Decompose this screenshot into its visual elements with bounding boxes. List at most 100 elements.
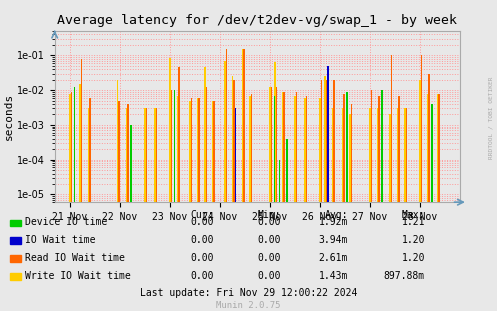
- Bar: [321, 80, 322, 202]
- Text: Read IO Wait time: Read IO Wait time: [25, 253, 125, 263]
- Bar: [204, 67, 206, 202]
- Bar: [306, 95, 307, 202]
- Bar: [156, 108, 157, 202]
- Text: 0.00: 0.00: [190, 235, 214, 245]
- Bar: [198, 98, 200, 202]
- Bar: [235, 108, 236, 202]
- Bar: [341, 108, 343, 202]
- Bar: [176, 95, 178, 202]
- Bar: [74, 87, 75, 202]
- Text: 0.00: 0.00: [257, 253, 281, 263]
- Bar: [144, 108, 146, 202]
- Text: Cur:: Cur:: [190, 210, 214, 220]
- Bar: [404, 108, 406, 202]
- Bar: [126, 108, 127, 202]
- Bar: [276, 87, 277, 202]
- Bar: [296, 92, 297, 202]
- Text: Max:: Max:: [402, 210, 425, 220]
- Bar: [89, 98, 90, 202]
- Bar: [377, 108, 378, 202]
- Bar: [283, 92, 285, 202]
- Bar: [224, 61, 226, 202]
- Bar: [346, 92, 348, 202]
- Bar: [130, 125, 132, 202]
- Bar: [87, 108, 89, 202]
- Bar: [428, 74, 429, 202]
- Text: 0.00: 0.00: [190, 253, 214, 263]
- Bar: [69, 94, 71, 202]
- Text: 0.00: 0.00: [257, 235, 281, 245]
- Text: Avg:: Avg:: [325, 210, 348, 220]
- Bar: [243, 49, 245, 202]
- Text: 1.92m: 1.92m: [319, 217, 348, 227]
- Bar: [242, 49, 243, 202]
- Text: 1.20: 1.20: [402, 235, 425, 245]
- Bar: [154, 108, 156, 202]
- Text: 1.20: 1.20: [402, 253, 425, 263]
- Bar: [232, 76, 233, 202]
- Bar: [170, 90, 172, 202]
- Bar: [294, 95, 296, 202]
- Bar: [274, 95, 275, 202]
- Bar: [324, 76, 326, 202]
- Bar: [371, 90, 372, 202]
- Bar: [81, 59, 82, 202]
- Bar: [327, 66, 329, 202]
- Bar: [333, 80, 334, 202]
- Text: 897.88m: 897.88m: [384, 271, 425, 281]
- Text: 0.00: 0.00: [257, 217, 281, 227]
- Bar: [206, 87, 207, 202]
- Bar: [369, 108, 371, 202]
- Bar: [213, 101, 215, 202]
- Text: 0.00: 0.00: [257, 271, 281, 281]
- Text: 1.43m: 1.43m: [319, 271, 348, 281]
- Bar: [226, 49, 227, 202]
- Bar: [271, 87, 272, 202]
- Bar: [189, 101, 190, 202]
- Text: 2.61m: 2.61m: [319, 253, 348, 263]
- Bar: [398, 95, 400, 202]
- Bar: [391, 55, 392, 202]
- Text: Device IO time: Device IO time: [25, 217, 107, 227]
- Bar: [269, 87, 270, 202]
- Text: 1.21: 1.21: [402, 217, 425, 227]
- Bar: [389, 114, 391, 202]
- Bar: [174, 90, 175, 202]
- Text: Min:: Min:: [257, 210, 281, 220]
- Bar: [351, 104, 352, 202]
- Bar: [438, 94, 440, 202]
- Bar: [79, 84, 81, 202]
- Bar: [406, 108, 407, 202]
- Bar: [436, 94, 438, 202]
- Bar: [233, 80, 235, 202]
- Bar: [118, 101, 120, 202]
- Bar: [279, 160, 280, 202]
- Text: 3.94m: 3.94m: [319, 235, 348, 245]
- Bar: [286, 139, 288, 202]
- Title: Average latency for /dev/t2dev-vg/swap_1 - by week: Average latency for /dev/t2dev-vg/swap_1…: [57, 14, 457, 27]
- Bar: [304, 98, 306, 202]
- Bar: [250, 94, 252, 202]
- Bar: [282, 92, 283, 202]
- Bar: [343, 94, 344, 202]
- Bar: [378, 95, 380, 202]
- Bar: [381, 90, 383, 202]
- Bar: [127, 104, 129, 202]
- Text: RRDTOOL / TOBI OETIKER: RRDTOOL / TOBI OETIKER: [489, 77, 494, 160]
- Bar: [426, 94, 428, 202]
- Bar: [349, 114, 350, 202]
- Bar: [71, 92, 72, 202]
- Bar: [274, 62, 275, 202]
- Text: Last update: Fri Nov 29 12:00:22 2024: Last update: Fri Nov 29 12:00:22 2024: [140, 288, 357, 298]
- Text: 0.00: 0.00: [190, 217, 214, 227]
- Bar: [431, 104, 433, 202]
- Bar: [249, 95, 250, 202]
- Bar: [419, 80, 420, 202]
- Y-axis label: seconds: seconds: [4, 93, 14, 140]
- Bar: [116, 80, 118, 202]
- Bar: [212, 101, 213, 202]
- Bar: [319, 98, 321, 202]
- Bar: [191, 98, 192, 202]
- Bar: [178, 67, 179, 202]
- Bar: [196, 98, 198, 202]
